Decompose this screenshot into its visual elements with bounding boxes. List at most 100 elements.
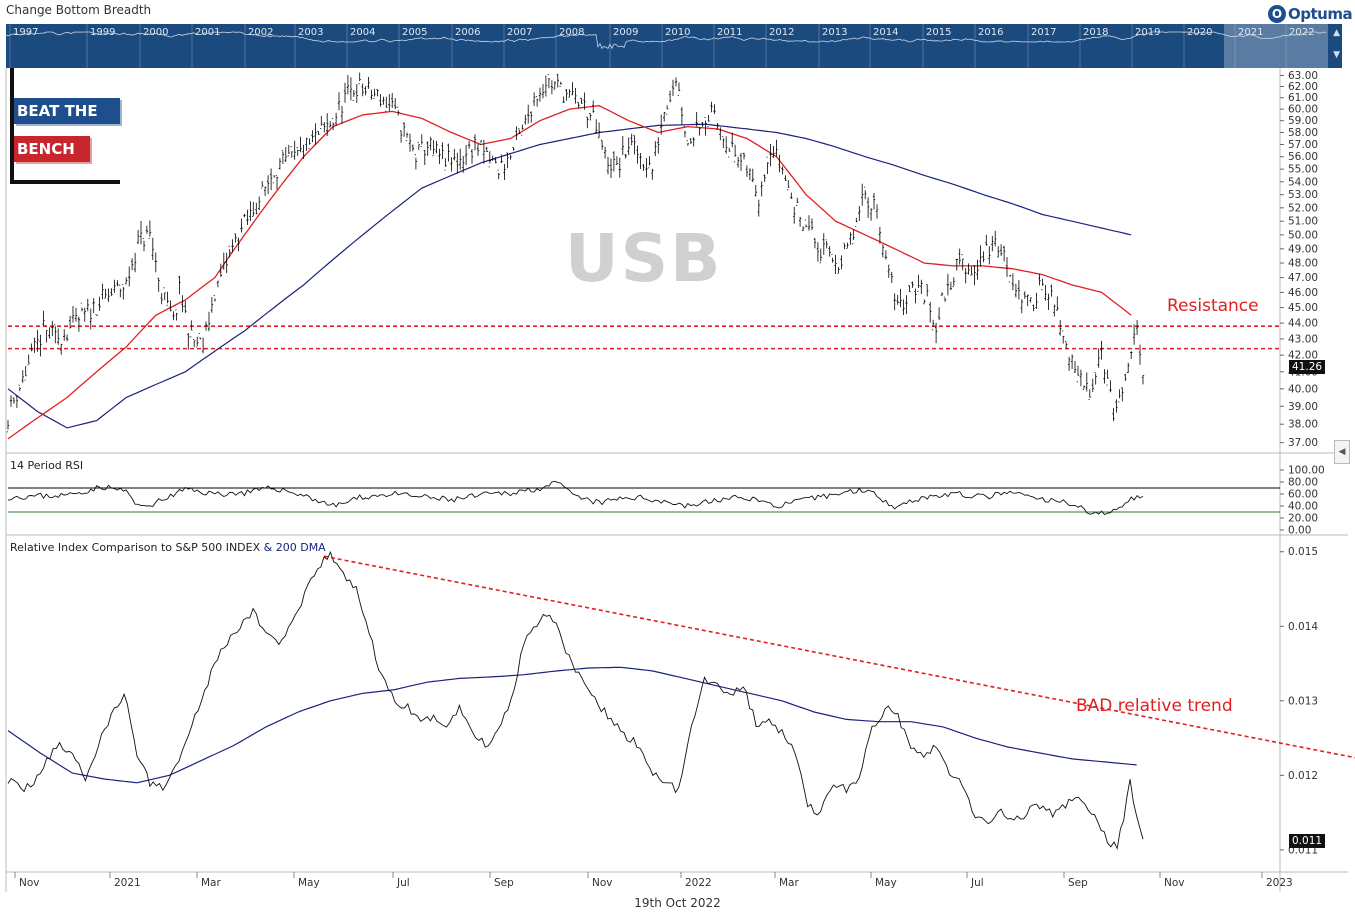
brand-line-1: BEAT THE bbox=[14, 98, 120, 124]
x-axis-label: Jul bbox=[396, 877, 410, 889]
navigator-year-label[interactable]: 2012 bbox=[769, 27, 794, 38]
x-axis-label: Nov bbox=[1164, 877, 1185, 889]
price-y-tick-label: 40.00 bbox=[1288, 383, 1318, 395]
navigator-year-label[interactable]: 2015 bbox=[926, 27, 951, 38]
bad-relative-trend-annotation: BAD relative trend bbox=[1076, 696, 1233, 716]
navigator-year-label[interactable]: 2007 bbox=[507, 27, 532, 38]
price-y-tick-label: 56.00 bbox=[1288, 151, 1318, 163]
optuma-logo: O Optuma bbox=[1268, 3, 1353, 25]
navigator-year-label[interactable]: 1999 bbox=[90, 27, 115, 38]
relative-y-tick-label: 0.014 bbox=[1288, 621, 1318, 633]
axis-scroll-left-icon[interactable]: ◀ bbox=[1334, 440, 1350, 464]
price-y-tick-label: 39.00 bbox=[1288, 401, 1318, 413]
navigator-selection-window[interactable] bbox=[1224, 24, 1328, 68]
price-y-tick-label: 38.00 bbox=[1288, 419, 1318, 431]
brand-line-2: BENCH bbox=[14, 136, 90, 162]
relative-dma-legend: & 200 DMA bbox=[263, 541, 326, 554]
navigator-year-label[interactable]: 2018 bbox=[1083, 27, 1108, 38]
chart-date: 19th Oct 2022 bbox=[634, 896, 721, 910]
navigator-breadth-line bbox=[6, 31, 1327, 50]
relative-trendline bbox=[323, 555, 1355, 759]
price-y-tick-label: 52.00 bbox=[1288, 202, 1318, 214]
navigator-year-label[interactable]: 2017 bbox=[1031, 27, 1056, 38]
relative-y-tick-label: 0.015 bbox=[1288, 546, 1318, 558]
price-y-tick-label: 48.00 bbox=[1288, 258, 1318, 270]
price-y-tick-label: 51.00 bbox=[1288, 216, 1318, 228]
x-axis-label: Nov bbox=[19, 877, 40, 889]
relative-line bbox=[7, 550, 1144, 850]
price-y-tick-label: 59.00 bbox=[1288, 115, 1318, 127]
price-y-tick-label: 62.00 bbox=[1288, 81, 1318, 93]
navigator-year-label[interactable]: 2022 bbox=[1289, 27, 1314, 38]
symbol-watermark: USB bbox=[565, 220, 723, 297]
navigator-year-label[interactable]: 2004 bbox=[350, 27, 375, 38]
last-price-tag: 41.26 bbox=[1289, 360, 1326, 374]
price-y-tick-label: 45.00 bbox=[1288, 302, 1318, 314]
rsi-y-tick-label: 0.00 bbox=[1288, 525, 1311, 537]
navigator-year-label[interactable]: 2021 bbox=[1238, 27, 1263, 38]
price-y-tick-label: 43.00 bbox=[1288, 333, 1318, 345]
x-axis-label: Mar bbox=[779, 877, 799, 889]
navigator-year-label[interactable]: 2002 bbox=[248, 27, 273, 38]
rsi-y-tick-label: 100.00 bbox=[1288, 465, 1325, 477]
relative-dma-line bbox=[7, 666, 1137, 784]
timeline-navigator[interactable]: 1997 1999 2000 2001 2002 2003 2004 2005 2006 2007… bbox=[6, 24, 1342, 68]
navigator-year-label[interactable]: 2016 bbox=[978, 27, 1003, 38]
navigator-year-label[interactable]: 2011 bbox=[717, 27, 742, 38]
navigator-sparkline: 1997 1999 2000 2001 2002 2003 2004 2005 2006 2007… bbox=[6, 24, 1327, 68]
navigator-scroll-up-icon[interactable]: ▲ bbox=[1333, 28, 1340, 38]
price-y-tick-label: 58.00 bbox=[1288, 127, 1318, 139]
navigator-year-label[interactable]: 2009 bbox=[613, 27, 638, 38]
x-axis-label: 2022 bbox=[685, 877, 712, 889]
x-axis-label: May bbox=[875, 877, 897, 889]
price-y-tick-label: 46.00 bbox=[1288, 287, 1318, 299]
price-y-tick-label: 55.00 bbox=[1288, 164, 1318, 176]
rsi-y-tick-label: 40.00 bbox=[1288, 501, 1318, 513]
rsi-panel-title: 14 Period RSI bbox=[10, 459, 84, 472]
navigator-year-label[interactable]: 2001 bbox=[195, 27, 220, 38]
relative-panel-title: Relative Index Comparison to S&P 500 IND… bbox=[10, 541, 326, 554]
resistance-annotation: Resistance bbox=[1167, 296, 1259, 316]
beat-the-bench-logo: BEAT THE BENCH bbox=[10, 68, 122, 184]
navigator-year-label[interactable]: 2014 bbox=[873, 27, 898, 38]
price-y-tick-label: 60.00 bbox=[1288, 104, 1318, 116]
navigator-year-label[interactable]: 2005 bbox=[402, 27, 427, 38]
navigator-year-label[interactable]: 2000 bbox=[143, 27, 168, 38]
rsi-y-tick-label: 60.00 bbox=[1288, 489, 1318, 501]
navigator-year-label[interactable]: 2008 bbox=[559, 27, 584, 38]
x-axis-label: Sep bbox=[494, 877, 514, 889]
navigator-scroll-down-icon[interactable]: ▼ bbox=[1333, 50, 1340, 60]
optuma-logo-text: Optuma bbox=[1288, 5, 1353, 23]
relative-y-tick-label: 0.013 bbox=[1288, 695, 1318, 707]
rsi-line bbox=[7, 480, 1144, 516]
navigator-year-label[interactable]: 2010 bbox=[665, 27, 690, 38]
navigator-year-label[interactable]: 2019 bbox=[1135, 27, 1160, 38]
chart-window-title: Change Bottom Breadth bbox=[6, 3, 152, 17]
navigator-year-label[interactable]: 2006 bbox=[455, 27, 480, 38]
x-axis-label: 2021 bbox=[114, 877, 141, 889]
price-y-tick-label: 54.00 bbox=[1288, 176, 1318, 188]
price-y-tick-label: 37.00 bbox=[1288, 437, 1318, 449]
price-y-tick-label: 49.00 bbox=[1288, 243, 1318, 255]
rsi-y-tick-label: 80.00 bbox=[1288, 477, 1318, 489]
rsi-y-tick-label: 20.00 bbox=[1288, 513, 1318, 525]
x-axis-label: May bbox=[298, 877, 320, 889]
x-axis-label: Nov bbox=[592, 877, 613, 889]
last-relative-tag: 0.011 bbox=[1289, 834, 1326, 848]
price-y-tick-label: 44.00 bbox=[1288, 318, 1318, 330]
price-y-tick-label: 57.00 bbox=[1288, 139, 1318, 151]
x-axis-label: Mar bbox=[201, 877, 221, 889]
navigator-year-label[interactable]: 1997 bbox=[13, 27, 38, 38]
x-axis-label: Sep bbox=[1068, 877, 1088, 889]
price-y-tick-label: 63.00 bbox=[1288, 70, 1318, 82]
x-axis-label: 2023 bbox=[1266, 877, 1293, 889]
x-axis-label: Jul bbox=[970, 877, 984, 889]
price-y-tick-label: 53.00 bbox=[1288, 189, 1318, 201]
relative-y-tick-label: 0.012 bbox=[1288, 770, 1318, 782]
price-y-tick-label: 50.00 bbox=[1288, 229, 1318, 241]
navigator-year-label[interactable]: 2003 bbox=[298, 27, 323, 38]
price-y-tick-label: 61.00 bbox=[1288, 92, 1318, 104]
relative-title-text: Relative Index Comparison to S&P 500 IND… bbox=[10, 541, 261, 554]
navigator-year-label[interactable]: 2013 bbox=[822, 27, 847, 38]
